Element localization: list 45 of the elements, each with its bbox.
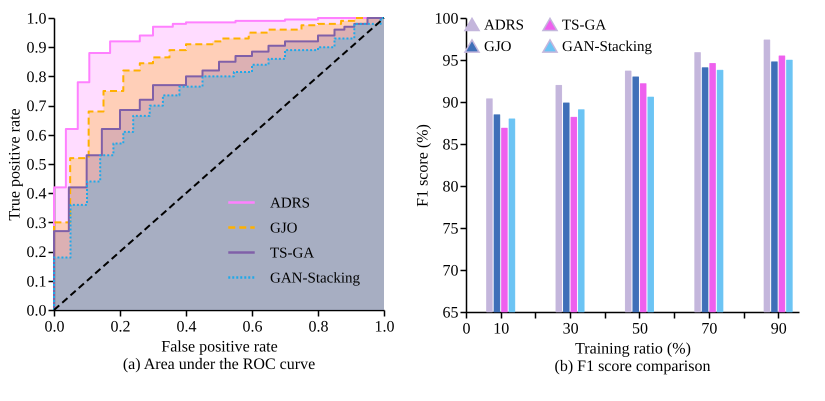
y-tick-label: 0.3	[26, 214, 46, 232]
x-axis-title: Training ratio (%)	[575, 340, 691, 358]
y-tick-label: 0.0	[26, 302, 46, 320]
y-axis-title: True positive rate	[6, 108, 24, 221]
y-tick-label: 0.1	[26, 273, 46, 290]
y-tick-label: 0.7	[26, 98, 46, 116]
legend-label: ADRS	[270, 196, 310, 212]
y-tick-label: 65	[442, 304, 458, 322]
x-tick-label: 1.0	[374, 318, 394, 336]
x-tick-label: 0	[462, 320, 470, 338]
x-tick-label: 0.4	[176, 318, 196, 336]
y-tick-label: 70	[442, 262, 458, 280]
x-tick-label: 50	[632, 320, 648, 338]
legend-label: TS-GA	[562, 17, 606, 34]
x-tick-label: 0.8	[308, 318, 328, 336]
y-tick-label: 90	[442, 94, 458, 112]
y-tick-label: 95	[442, 52, 458, 70]
legend-label: GAN-Stacking	[270, 270, 360, 286]
y-tick-label: 0.8	[26, 68, 46, 86]
legend-label: TS-GA	[270, 246, 314, 262]
text: (a) Area under the ROC curve	[122, 356, 316, 373]
x-tick-label: 10	[493, 320, 510, 338]
y-tick-label: 80	[442, 178, 458, 196]
y-tick-label: 0.9	[26, 40, 46, 57]
legend-label: ADRS	[484, 17, 524, 34]
x-axis-title: False positive rate	[161, 338, 278, 356]
x-tick-label: 90	[770, 320, 787, 338]
x-tick-label: 30	[562, 320, 579, 338]
y-tick-label: 75	[442, 220, 458, 238]
text: (b) F1 score comparison	[554, 358, 710, 375]
x-tick-label: 70	[701, 320, 718, 338]
x-tick-label: 0.6	[242, 318, 262, 336]
x-tick-label: 0.0	[44, 318, 64, 336]
y-tick-label: 0.6	[26, 127, 46, 144]
legend-label: GJO	[484, 39, 512, 55]
legend-label: GAN-Stacking	[562, 39, 652, 55]
y-tick-label: 85	[442, 136, 458, 154]
y-tick-label: 0.4	[26, 186, 46, 203]
x-tick-label: 0.2	[110, 318, 130, 336]
y-tick-label: 0.2	[26, 244, 46, 262]
legend-label: GJO	[270, 220, 298, 236]
y-tick-label: 100	[434, 10, 458, 28]
y-tick-label: 0.5	[26, 156, 46, 174]
y-tick-label: 1.0	[26, 10, 46, 28]
y-axis-title: F1 score (%)	[414, 124, 432, 207]
